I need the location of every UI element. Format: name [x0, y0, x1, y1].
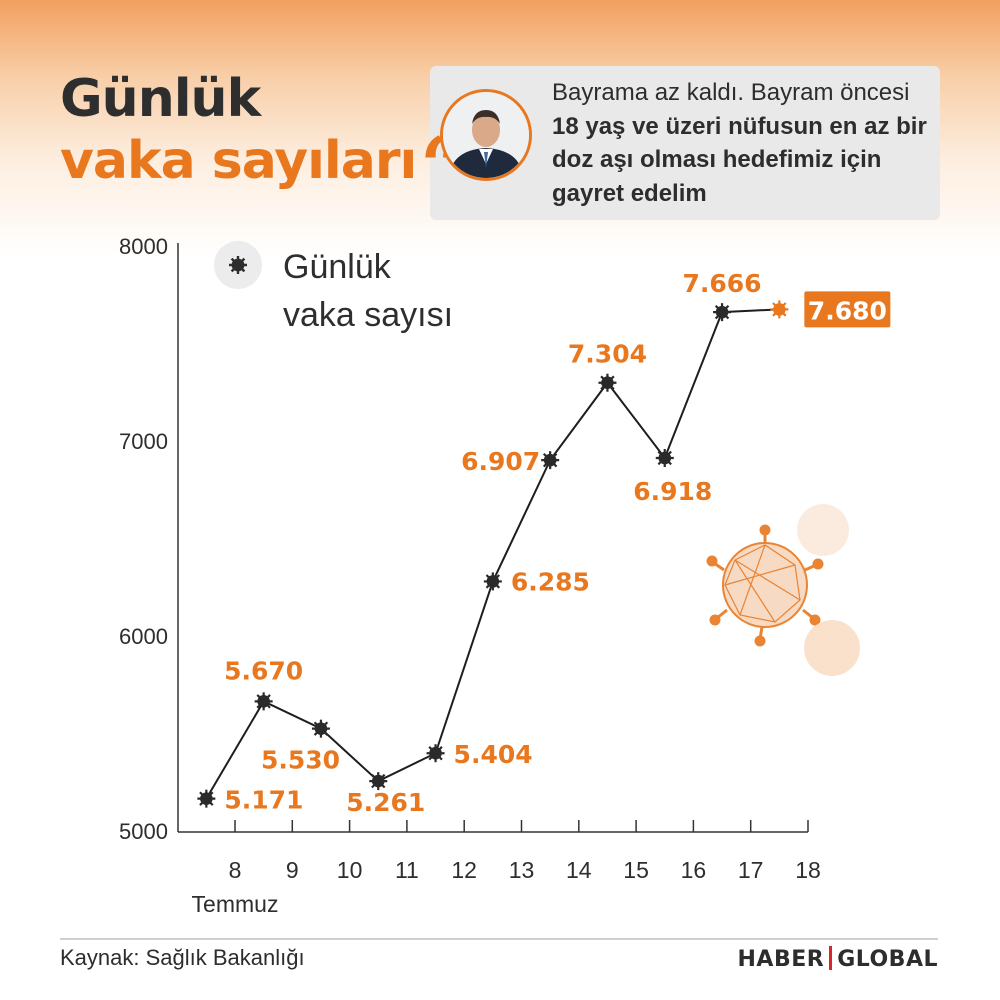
data-label: 5.670 — [224, 656, 303, 685]
x-tick-label: 17 — [738, 857, 764, 883]
data-point-marker — [425, 743, 446, 764]
data-label: 5.171 — [224, 786, 303, 815]
data-label: 5.404 — [454, 740, 533, 769]
data-point-marker — [253, 691, 274, 712]
x-axis-month-label: Temmuz — [192, 891, 279, 917]
y-tick-label: 5000 — [119, 819, 168, 844]
data-label: 6.918 — [633, 477, 712, 506]
page-title-line1: Günlük — [60, 69, 261, 129]
footer-divider — [60, 938, 938, 940]
brand-divider — [829, 946, 833, 970]
speaker-avatar — [440, 89, 532, 181]
data-label: 6.285 — [511, 567, 590, 596]
data-label: 5.261 — [346, 788, 425, 817]
brand-logo: HABER GLOBAL — [738, 946, 939, 972]
brand-left: HABER — [737, 947, 825, 972]
x-tick-label: 11 — [395, 857, 419, 883]
brand-right: GLOBAL — [837, 947, 938, 972]
quote-text-bold: 18 yaş ve üzeri nüfusun en az bir doz aş… — [552, 112, 927, 207]
data-label: 7.666 — [683, 269, 762, 298]
x-tick-label: 12 — [451, 857, 477, 883]
x-tick-label: 10 — [337, 857, 363, 883]
x-tick-label: 15 — [623, 857, 649, 883]
quote-text: Bayrama az kaldı. Bayram öncesi 18 yaş v… — [552, 76, 937, 210]
data-point-marker — [196, 788, 217, 809]
x-tick-label: 18 — [795, 857, 821, 883]
virus-decoration-icon — [706, 504, 860, 676]
source-note: Kaynak: Sağlık Bakanlığı — [60, 945, 305, 970]
data-point-marker — [482, 571, 503, 592]
highlight-value-box — [804, 291, 891, 328]
data-point-marker — [540, 450, 561, 471]
x-tick-label: 14 — [566, 857, 592, 883]
x-tick-label: 16 — [681, 857, 707, 883]
series-line — [205, 308, 780, 800]
data-label: 5.530 — [261, 746, 340, 775]
virus-icon — [227, 254, 249, 276]
page-title: Günlük vaka sayıları — [60, 69, 417, 194]
data-point-marker — [597, 372, 618, 393]
x-tick-label: 9 — [286, 857, 299, 883]
data-label: 7.304 — [568, 340, 647, 369]
y-tick-label: 8000 — [119, 234, 168, 259]
data-point-marker — [769, 299, 790, 320]
data-point-marker — [654, 447, 675, 469]
y-tick-label: 7000 — [119, 429, 168, 454]
legend-line1: Günlük — [283, 248, 392, 286]
data-point-marker — [310, 718, 332, 739]
data-label: 6.907 — [461, 447, 540, 476]
data-label: 7.680 — [808, 296, 887, 325]
x-tick-label: 13 — [509, 857, 535, 883]
data-point-marker — [711, 302, 733, 323]
legend-line2: vaka sayısı — [283, 296, 453, 334]
y-tick-label: 6000 — [119, 624, 168, 649]
person-icon — [443, 92, 529, 178]
quote-text-regular: Bayrama az kaldı. Bayram öncesi — [552, 79, 910, 106]
chart-legend: Günlük vaka sayısı — [214, 241, 453, 334]
x-tick-label: 8 — [229, 857, 242, 883]
page-title-line2: vaka sayıları — [60, 131, 417, 191]
